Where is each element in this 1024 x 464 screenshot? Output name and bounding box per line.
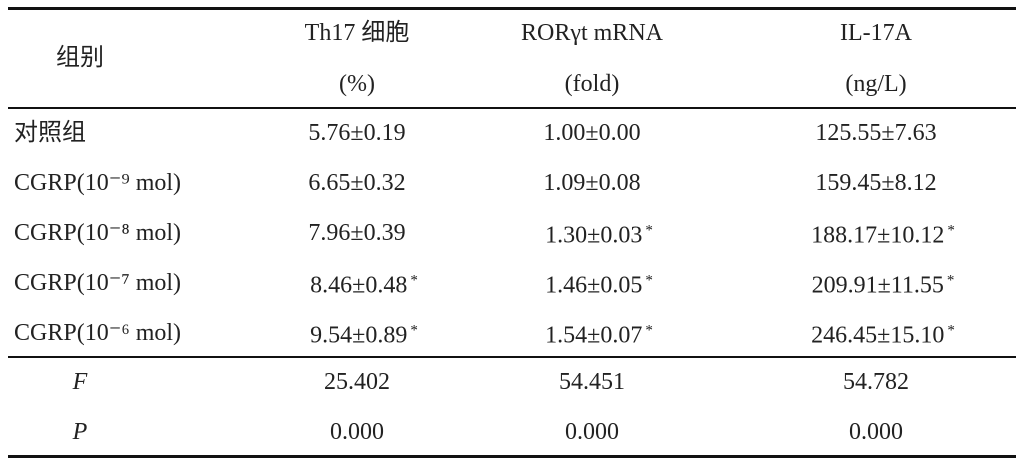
cell: 1.30±0.03 *: [545, 217, 653, 250]
cell-value: 1.30±0.03: [545, 222, 643, 249]
cell-value: 9.54±0.89: [310, 322, 408, 349]
column-header: Th17 细胞: [304, 20, 410, 46]
significance-mark: *: [946, 272, 955, 289]
cell: 8.46±0.48 *: [310, 267, 418, 300]
significance-mark: *: [410, 322, 418, 339]
cell-value: 0.000: [565, 419, 619, 445]
column-unit: (%): [339, 71, 375, 97]
cell-value: 1.09±0.08: [543, 170, 641, 196]
top-rule: [8, 7, 1016, 10]
cell-value: 188.17±10.12: [811, 222, 945, 249]
cell-value: 0.000: [849, 419, 903, 445]
cell-value: 54.782: [843, 369, 909, 395]
cell: 0.000: [330, 418, 384, 446]
cell-value: 1.54±0.07: [545, 322, 643, 349]
cell-value: 209.91±11.55: [811, 272, 944, 299]
cell: 5.76±0.19: [308, 119, 405, 147]
cell-value: 1.00±0.00: [543, 120, 641, 146]
cell: 159.45±8.12: [815, 169, 936, 197]
cell: 209.91±11.55 *: [812, 267, 955, 300]
cell-value: 246.45±15.10: [811, 322, 945, 349]
significance-mark: *: [947, 222, 955, 239]
column-unit: (fold): [564, 71, 620, 97]
row-label: 对照组: [14, 120, 86, 146]
significance-mark: *: [645, 222, 653, 239]
cell: 9.54±0.89 *: [310, 317, 418, 350]
group-header: 组别: [56, 45, 104, 71]
cell-value: 1.46±0.05: [545, 272, 643, 299]
column-unit: (ng/L): [845, 71, 907, 97]
stats-rule: [8, 356, 1016, 358]
cell: 25.402: [324, 368, 390, 396]
cell-value: 6.65±0.32: [308, 170, 406, 196]
cell: 0.000: [849, 418, 903, 446]
cell: 125.55±7.63: [815, 119, 936, 147]
stat-label: F: [72, 369, 88, 395]
significance-mark: *: [947, 322, 955, 339]
cell-value: 125.55±7.63: [815, 120, 937, 146]
cell-value: 0.000: [330, 419, 384, 445]
cell: 7.96±0.39: [308, 219, 405, 247]
cell: 246.45±15.10 *: [811, 317, 955, 350]
row-label: CGRP(10⁻⁷ mol): [14, 270, 182, 296]
cell-value: 54.451: [559, 369, 625, 395]
cell-value: 5.76±0.19: [308, 120, 406, 146]
cell-value: 8.46±0.48: [310, 272, 408, 299]
row-label: CGRP(10⁻⁶ mol): [14, 320, 182, 346]
significance-mark: *: [410, 272, 418, 289]
cell: 0.000: [565, 418, 619, 446]
significance-mark: *: [645, 272, 653, 289]
header-rule: [8, 107, 1016, 109]
bottom-rule: [8, 455, 1016, 458]
row-label: CGRP(10⁻⁸ mol): [14, 220, 182, 246]
column-header: RORγt mRNA: [521, 20, 663, 46]
significance-mark: *: [645, 322, 653, 339]
cell: 1.46±0.05 *: [545, 267, 653, 300]
cell: 1.54±0.07 *: [545, 317, 653, 350]
cell: 6.65±0.32: [308, 169, 405, 197]
cell: 188.17±10.12 *: [811, 217, 955, 250]
cell-value: 159.45±8.12: [815, 170, 937, 196]
cell-value: 25.402: [324, 369, 390, 395]
cell: 1.09±0.08: [543, 169, 640, 197]
cell: 54.782: [843, 368, 909, 396]
row-label: CGRP(10⁻⁹ mol): [14, 170, 182, 196]
cell-value: 7.96±0.39: [308, 220, 406, 246]
cell: 1.00±0.00: [543, 119, 640, 147]
column-header: IL-17A: [840, 20, 912, 46]
cell: 54.451: [559, 368, 625, 396]
stat-label: P: [72, 419, 88, 445]
